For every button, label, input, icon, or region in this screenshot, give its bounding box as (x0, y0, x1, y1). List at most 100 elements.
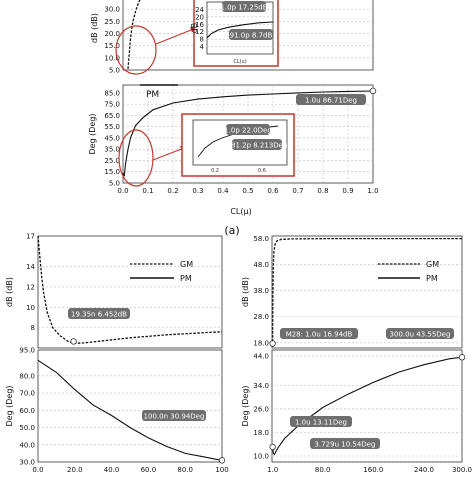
b-gm-ytick-label: 17 (26, 233, 35, 241)
a-gm-ytick-label: 10.0 (104, 54, 120, 62)
b-pm-xtick-label: 20.0 (67, 466, 83, 474)
b-gm-frame (37, 235, 223, 349)
inset-pm-xtick-1: 0.2 (211, 168, 219, 174)
a-pm-ytick-label: 65.0 (104, 112, 120, 120)
b-gm-ytick-label: 12 (26, 283, 35, 291)
b-pm-ytick-label: 40.0 (19, 441, 35, 449)
legend-pm-label-a: PM (146, 90, 159, 100)
b-pm-xtick-label: 60.0 (141, 466, 157, 474)
c-gm-ytick-label: 38.0 (253, 287, 269, 295)
b-gm-series-line (37, 235, 223, 345)
highlight-arrow-pm (152, 147, 185, 161)
c-pm-ytick-label: 34.0 (253, 382, 269, 390)
a-pm-ytick-label: 35.0 (104, 146, 120, 154)
highlight-arrow-gm (155, 27, 197, 45)
pm-end-marker-b (218, 457, 226, 464)
b-gm-ytick-label: 10 (26, 304, 35, 312)
pm-end-marker-c (458, 354, 466, 361)
highlight-ellipse-pm (118, 129, 154, 187)
pm-end-callout-b: 100.0n 30.94Deg (144, 413, 205, 421)
c-pm-ytick-label: 26.0 (253, 405, 269, 413)
gm-min-callout-b-bg (68, 308, 130, 319)
legend-gm-label-b: GM (180, 260, 193, 269)
panel-a-gm-chart: 5.0 10.0 15.0 20.0 25.0 30.0 35.0 dB (dB) 481216… (90, 0, 374, 75)
a-gm-series-line (127, 0, 141, 69)
a-gm-inset-y-axis-label: dB (190, 23, 199, 34)
c-pm-xtick-label: 1.0 (267, 466, 278, 474)
a-pm-xtick-label: 0.0 (117, 187, 128, 195)
legend-pm-label-b: PM (180, 274, 192, 283)
legend-gm-label-c: GM (426, 260, 439, 269)
a-gm-inset-ytick-label: 4 (200, 43, 205, 51)
c-gm-ytick-label: 28.0 (253, 313, 269, 321)
c-pm-ytick-label: 10.0 (253, 453, 269, 461)
b-pm-ytick-label: 50.0 (19, 424, 35, 432)
a-pm-xtick-label: 0.6 (267, 187, 279, 195)
a-gm-frame (122, 0, 374, 71)
pm-end-marker-a (369, 87, 377, 95)
a-pm-series-line (122, 90, 374, 177)
a-gm-inset-ytick-label: 24 (195, 6, 204, 14)
a-pm-ytick-label: 5.0 (109, 180, 120, 188)
pm-min-callout-c-bg (310, 438, 380, 449)
a-gm-inset-ytick-label: 8 (200, 36, 204, 44)
a-pm-y-axis-label: Deg (Deg) (88, 113, 97, 154)
a-gm-ytick-label: 15.0 (104, 42, 120, 50)
b-pm-y-axis-label: Deg (Deg) (5, 385, 14, 426)
c-gm-ytick-label: 48.0 (253, 261, 269, 269)
inset-gm-callout-top: 1.0p 17.25dB (220, 4, 267, 12)
b-gm-y-axis-label: dB (dB) (5, 277, 14, 307)
a-pm-xtick-label: 0.4 (217, 187, 229, 195)
panel-b-chart: 8 10 12 14 17 dB (dB) GM PM 19.35n 6.452dB 30.0 40… (5, 233, 229, 475)
pm-min-callout-c: 3.729u 10.54Deg (315, 441, 376, 449)
gm-min-marker-b (70, 338, 77, 345)
c-pm-xtick-label: 300.0 (452, 466, 472, 474)
pm-end-callout-b-bg (142, 410, 206, 421)
gm-start-callout-c: M28: 1.0u 16.94dB (286, 331, 353, 339)
gm-start-callout-c-bg (280, 328, 358, 339)
legend-pm-label-c: PM (426, 274, 438, 283)
inset-gm-callout-bottom-bg (229, 29, 273, 40)
a-pm-xtick-label: 0.8 (317, 187, 328, 195)
a-gm-inset-series-line (206, 21, 274, 39)
panel-a-pm-chart: 5.0 15.0 25.0 35.0 45.0 55.0 65.0 75.0 85.0 0.0 0.… (88, 84, 379, 195)
a-pm-xtick-label: 0.9 (342, 187, 353, 195)
b-pm-ytick-label: 60.0 (19, 407, 35, 415)
a-pm-xtick-label: 0.5 (242, 187, 253, 195)
a-pm-xtick-label: 0.1 (142, 187, 153, 195)
inset-pm-xtick-2: 0.6 (258, 168, 266, 174)
inset-pm-callout-bottom: 281.2p 8.213Deg (227, 142, 288, 150)
b-pm-series-line (37, 359, 223, 461)
c-pm-xtick-label: 80.0 (315, 466, 331, 474)
b-pm-xtick-label: 80.0 (177, 466, 193, 474)
a-gm-inset-ytick-label: 16 (195, 21, 204, 29)
b-pm-xtick-label: 40.0 (104, 466, 120, 474)
a-pm-ytick-label: 25.0 (104, 157, 120, 165)
a-gm-y-axis-label: dB (dB) (90, 13, 99, 43)
c-gm-series-line (271, 237, 462, 346)
b-gm-ytick-label: 8 (31, 324, 35, 332)
c-gm-y-axis-label: dB (dB) (241, 277, 250, 307)
a-pm-xtick-label: 0.2 (167, 187, 178, 195)
b-pm-ytick-label: 30.0 (19, 459, 35, 467)
pm-end-callout-a-bg (296, 94, 366, 105)
pm-peak-marker-c (269, 443, 276, 451)
a-gm-ytick-label: 5.0 (109, 67, 120, 75)
c-gm-frame (271, 235, 463, 349)
pm-peak-callout-c-bg (290, 416, 352, 427)
inset-pm-callout-bottom-bg (232, 139, 282, 150)
inset-gm-callout-bottom: 91.0p 8.7dB (230, 32, 273, 40)
a-pm-ytick-label: 55.0 (104, 123, 120, 131)
gm-start-marker-c (269, 340, 276, 347)
a-gm-ytick-label: 20.0 (104, 30, 120, 38)
a-gm-ytick-label: 35.0 (104, 0, 120, 1)
inset-gm-callout-top-bg (222, 1, 266, 12)
pm-peak-callout-c: 1.0u 13.11Deg (295, 419, 347, 427)
a-gm-ytick-label: 30.0 (104, 6, 120, 14)
inset-pm-callout-top: 1.0p 22.0Deg (224, 127, 272, 135)
c-pm-xtick-label: 160.0 (363, 466, 383, 474)
a-pm-ytick-label: 75.0 (104, 101, 120, 109)
a-pm-ytick-label: 45.0 (104, 134, 120, 142)
